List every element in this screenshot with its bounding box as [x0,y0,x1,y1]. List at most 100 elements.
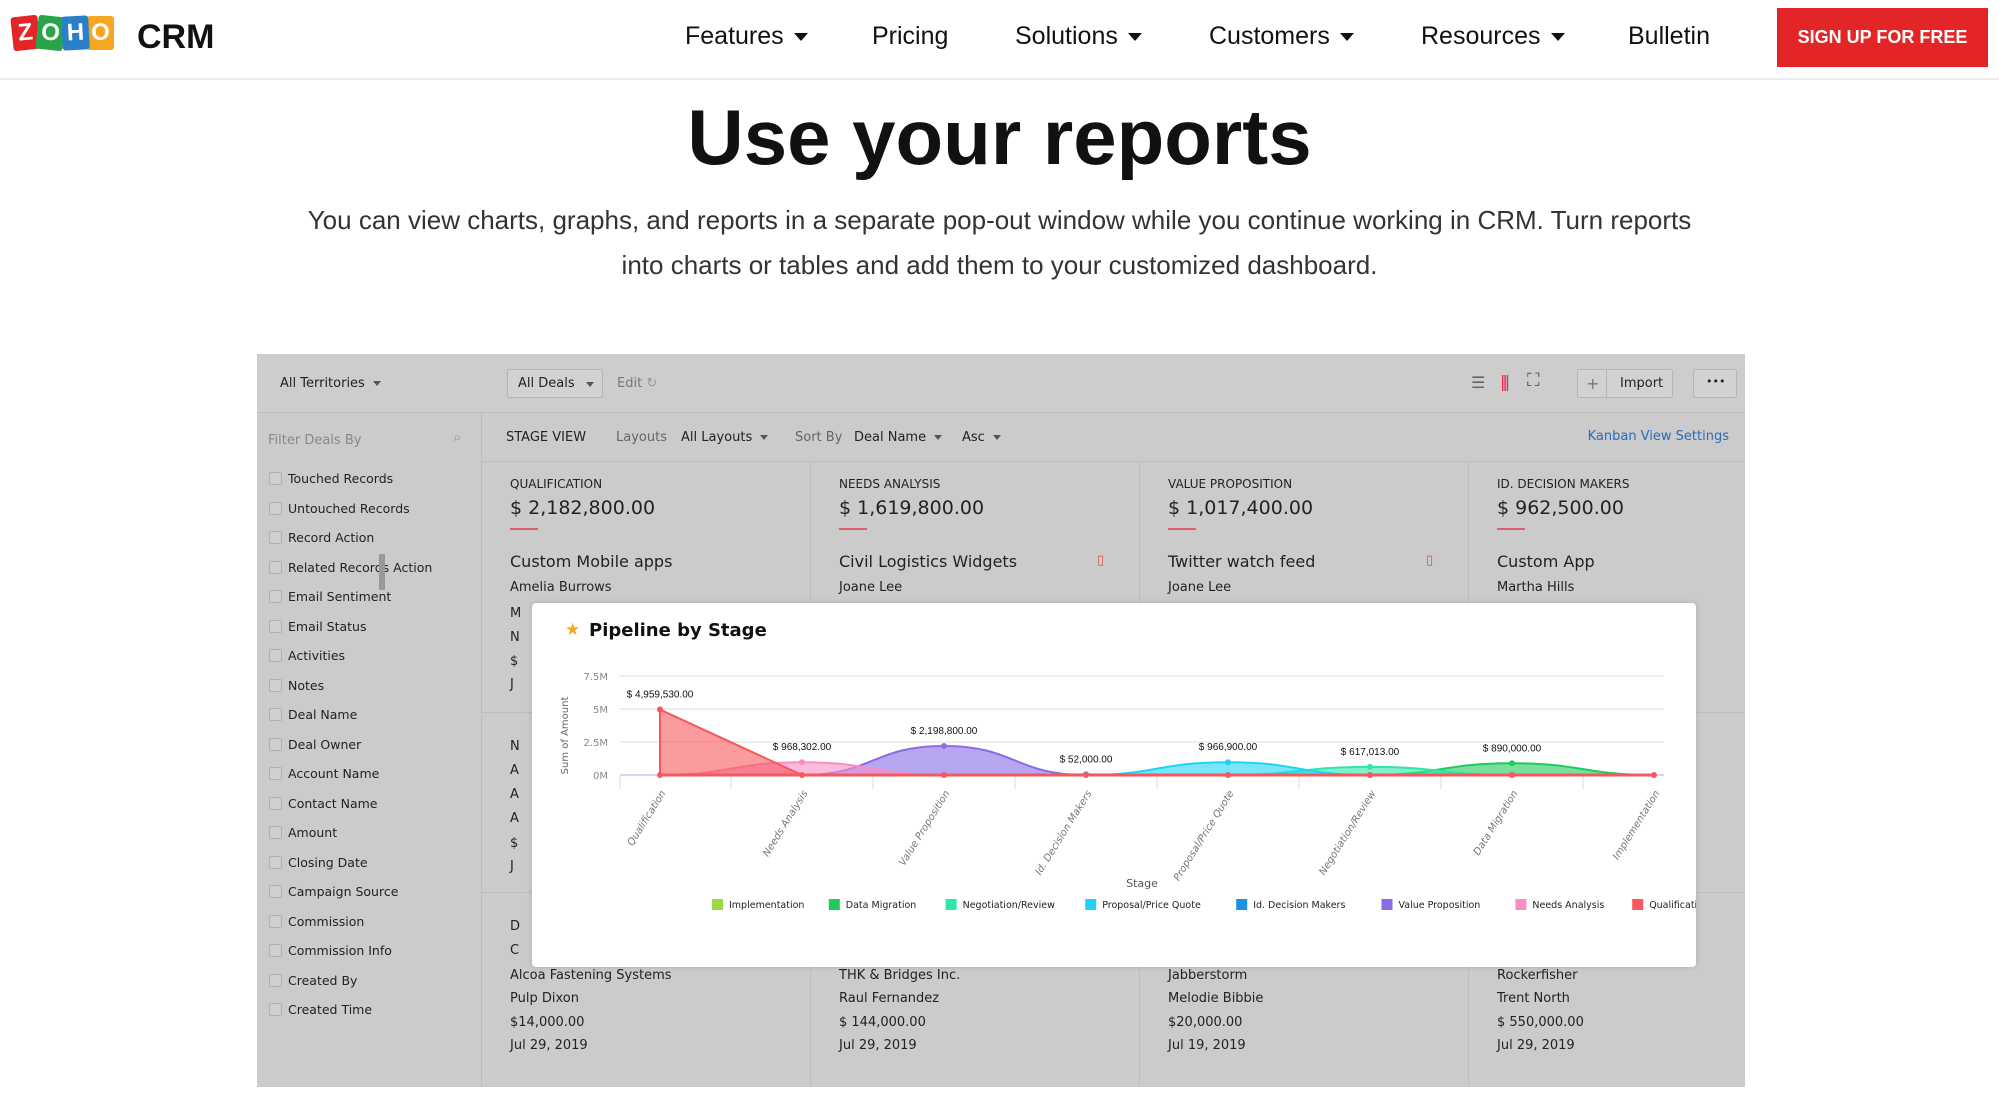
filter-checkbox[interactable] [269,1003,282,1016]
filter-checkbox[interactable] [269,885,282,898]
nav-features[interactable]: Features [685,22,808,51]
task-icon[interactable]: ▯ [1097,553,1105,568]
deal-name: Twitter watch feed [1168,552,1316,571]
data-label: $ 2,198,800.00 [911,726,978,737]
legend-swatch [1381,899,1393,910]
deal-card[interactable]: Custom Mobile apps [510,552,672,571]
data-label: $ 966,900.00 [1199,742,1258,753]
filter-checkbox[interactable] [269,767,282,780]
import-button[interactable]: Import [1620,376,1664,391]
filter-item: Record Action [288,530,375,545]
order-value: Asc [962,430,985,445]
stage-total: $ 2,182,800.00 [510,497,655,519]
legend-item: Qualification [1649,900,1696,911]
sort-dropdown[interactable]: Deal Name [854,430,943,445]
filter-checkbox[interactable] [269,973,282,987]
legend-swatch [945,899,957,910]
territory-dropdown[interactable]: All Territories [280,376,381,391]
more-button[interactable]: ••• [1693,369,1737,398]
kanban-view-icon[interactable]: ||| [1500,372,1510,391]
deal-field: Jul 29, 2019 [510,1038,588,1053]
filter-checkbox[interactable] [269,590,282,603]
filter-checkbox[interactable] [269,472,282,485]
stage-total-value: $ 1,619,800.00 [839,497,985,519]
signup-button[interactable]: SIGN UP FOR FREE [1777,8,1988,67]
nav-solutions[interactable]: Solutions [1015,22,1142,51]
filter-item: Related Records Action [288,559,433,575]
filter-item: Email Sentiment [288,589,392,604]
order-dropdown[interactable]: Asc [962,430,1001,445]
deal-card[interactable]: Civil Logistics Widgets [839,552,1017,571]
filter-checkbox[interactable] [269,619,282,633]
legend-item: Negotiation/Review [963,900,1056,911]
chart-view-icon[interactable]: ⛶ [1527,370,1540,391]
partial-field: A [510,811,519,826]
data-point [1367,772,1373,778]
filter-checkbox[interactable] [269,914,282,928]
nav-pricing[interactable]: Pricing [872,22,949,50]
deal-card[interactable]: Twitter watch feed [1168,552,1315,571]
y-tick-label: 5M [593,705,608,716]
y-axis-label: Sum of Amount [560,697,571,775]
filter-checkbox[interactable] [269,944,282,957]
filter-item: Email Status [288,618,367,634]
filter-checkbox[interactable] [269,737,282,751]
filter-item: Activities [288,648,346,663]
partial-field: A [510,787,519,802]
stage-name: ID. DECISION MAKERS [1497,477,1630,491]
view-dropdown[interactable]: All Deals [507,369,603,398]
data-label: $ 968,302.00 [773,742,832,753]
deal-field: Jabberstorm [1168,968,1248,983]
filter-checkbox[interactable] [269,649,282,662]
nav-bulletin[interactable]: Bulletin [1628,22,1710,50]
filter-checkbox[interactable] [269,678,282,692]
filter-checkbox[interactable] [269,826,282,839]
filter-checkbox[interactable] [269,796,282,810]
filter-checkbox[interactable] [269,708,282,721]
list-view-icon[interactable]: ☰ [1471,373,1486,392]
import-button-group: + Import [1577,369,1673,398]
filter-checkbox[interactable] [269,560,282,574]
nav-resources[interactable]: Resources [1421,22,1565,51]
edit-link[interactable]: Edit ↻ [617,376,657,391]
x-tick-label: Qualification [626,789,669,848]
legend-swatch [1632,899,1644,910]
legend-swatch [828,899,840,910]
stage-total: $ 962,500.00 [1497,497,1624,519]
partial-field: C [510,943,520,958]
filter-item: Commission Info [288,943,392,958]
filter-checkbox[interactable] [269,531,282,544]
add-button[interactable]: + [1586,374,1600,393]
layouts-dropdown[interactable]: All Layouts [681,430,769,445]
caret-down-icon [1127,33,1142,42]
favorite-star-icon[interactable]: ★ [565,620,581,640]
task-icon[interactable]: ▯ [1426,553,1434,568]
search-icon[interactable]: ⌕ [453,428,462,446]
stage-total: $ 1,017,400.00 [1168,497,1313,519]
legend-item: Needs Analysis [1532,900,1604,911]
filter-checkbox[interactable] [269,501,282,515]
layouts-text: Layouts [616,430,667,445]
legend-swatch [1085,899,1097,910]
layouts-label: Layouts [616,430,667,445]
pipeline-chart: 0M 2.5M 5M 7.5M Sum of Amount $ 890,000.00 $ 6… [560,672,1696,911]
settings-text: Kanban View Settings [1587,429,1729,444]
kanban-settings-link[interactable]: Kanban View Settings [1588,429,1729,444]
crm-screenshot: All Territories All Deals Edit ↻ ☰ ||| ⛶… [257,354,1745,1087]
y-tick-label: 2.5M [583,738,608,749]
caret-down-icon [934,435,943,440]
caret-down-icon [586,382,594,387]
stage-name: NEEDS ANALYSIS [839,477,941,491]
deal-contact: Joane Lee [1168,580,1232,595]
stage-view-label: STAGE VIEW [506,430,587,445]
filter-checkbox[interactable] [269,855,282,869]
deal-card[interactable]: Custom App [1497,552,1595,571]
stage-color-bar [1168,528,1196,530]
nav-customers[interactable]: Customers [1209,22,1354,51]
sidebar-collapse-handle[interactable] [379,554,385,590]
edit-label: Edit [617,376,643,391]
legend-item: Proposal/Price Quote [1102,900,1201,911]
legend-item: Implementation [729,900,804,911]
